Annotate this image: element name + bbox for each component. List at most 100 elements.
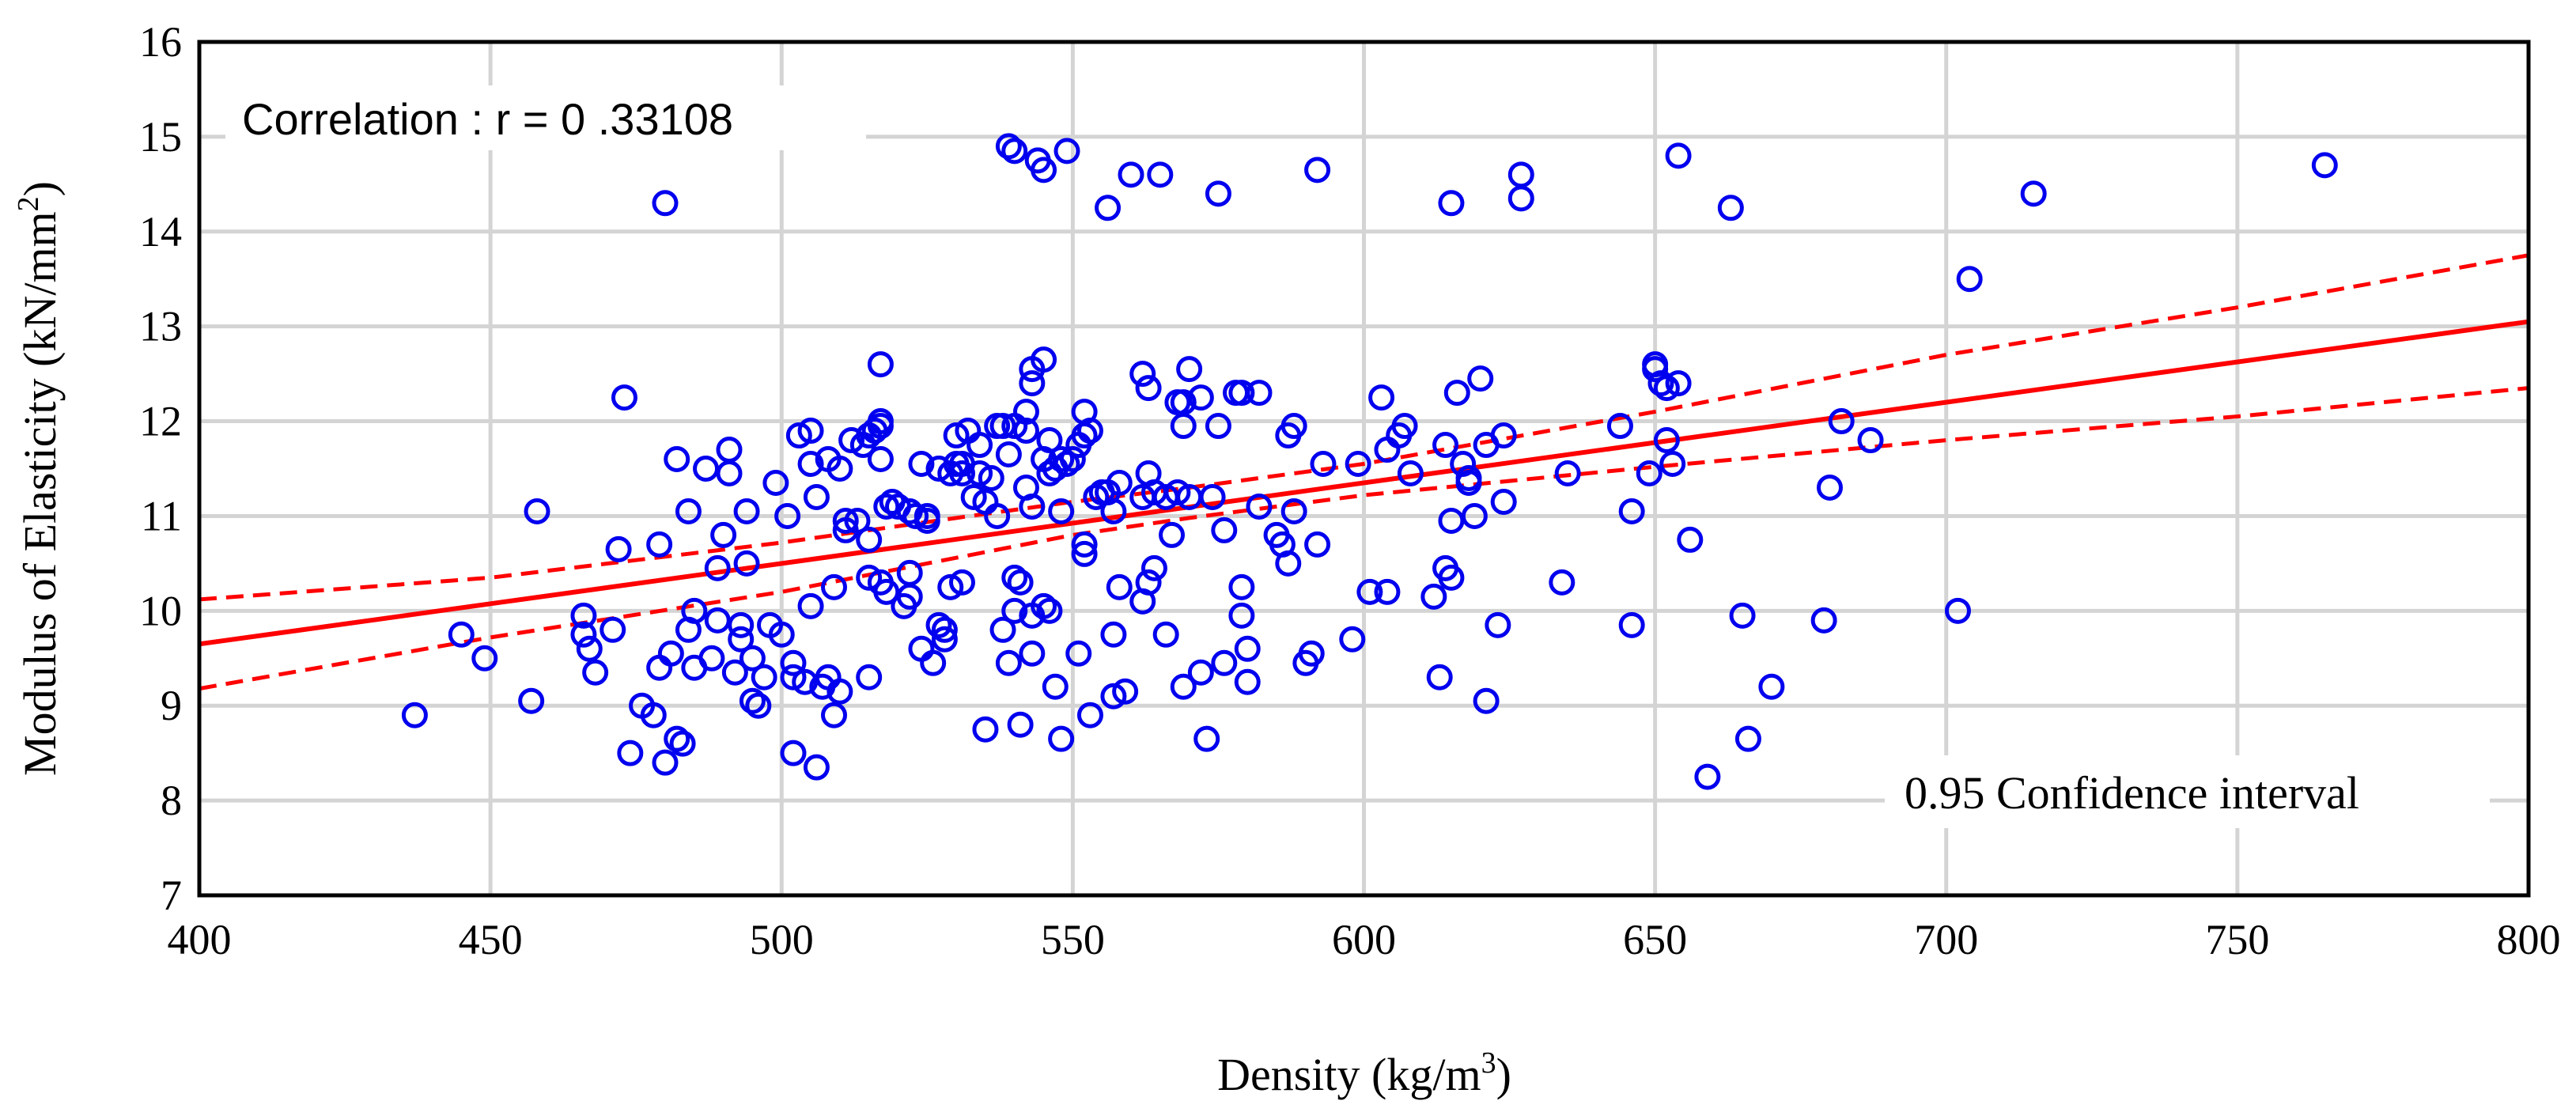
data-point [827, 456, 853, 482]
data-point [1549, 569, 1575, 596]
data-point [821, 702, 848, 728]
data-point [972, 716, 999, 743]
data-point [978, 464, 1004, 491]
data-point [1554, 460, 1581, 486]
data-point [1228, 602, 1255, 629]
data-point [698, 645, 725, 671]
data-point [652, 190, 679, 217]
data-point [1647, 370, 1674, 397]
data-point [844, 507, 871, 534]
data-point [838, 427, 865, 454]
data-point [931, 616, 958, 643]
data-point [966, 432, 993, 459]
data-point [1642, 356, 1669, 383]
x-tick-labels: 400 450 500 550 600 650 700 750 800 [168, 916, 2561, 963]
data-point [617, 740, 644, 766]
data-point [1653, 375, 1680, 402]
data-point [1071, 540, 1098, 567]
data-point [669, 730, 696, 757]
data-point [1187, 659, 1214, 686]
data-point [1083, 483, 1110, 510]
data-point [582, 659, 609, 686]
data-point [1490, 422, 1517, 449]
data-point [664, 725, 690, 752]
data-point [570, 621, 597, 648]
data-point [989, 413, 1016, 440]
data-point [1438, 564, 1465, 591]
data-point [1031, 346, 1057, 373]
data-point [1012, 418, 1039, 445]
data-point [1048, 446, 1075, 473]
data-point [1140, 554, 1167, 581]
data-point [1956, 266, 1983, 293]
data-point [1135, 375, 1162, 402]
data-point [1135, 569, 1162, 596]
data-point [1420, 583, 1447, 610]
data-point [803, 754, 830, 781]
data-point [1100, 683, 1127, 709]
data-point [739, 645, 766, 671]
data-point [785, 422, 812, 449]
data-point [873, 493, 900, 520]
data-point [1228, 380, 1255, 407]
data-point [1071, 531, 1098, 558]
data-point [867, 446, 894, 473]
data-point [873, 578, 900, 605]
y-tick-label: 11 [141, 492, 182, 539]
data-point [657, 640, 684, 667]
data-point [867, 413, 894, 440]
data-point [1734, 725, 1761, 752]
data-point [640, 702, 667, 728]
data-point [856, 564, 883, 591]
data-point [1059, 446, 1086, 473]
y-axis-title: Modulus of Elasticity (kN/mm2) [12, 181, 66, 776]
data-point [1007, 569, 1034, 596]
data-point [1095, 195, 1122, 221]
data-point [1211, 516, 1238, 543]
data-point [867, 351, 894, 378]
data-point [1490, 488, 1517, 515]
data-point [1828, 408, 1855, 435]
data-point [576, 635, 603, 662]
data-point [1857, 427, 1884, 454]
data-point [1339, 626, 1366, 653]
data-point [745, 692, 772, 719]
ci-lower-line [199, 386, 2529, 691]
data-point [1211, 649, 1238, 676]
data-point [1374, 578, 1401, 605]
data-point [1694, 763, 1721, 790]
data-point [1106, 573, 1133, 600]
x-tick-label: 650 [1623, 916, 1687, 963]
data-point [1036, 597, 1063, 624]
x-tick-label: 750 [2205, 916, 2269, 963]
x-tick-label: 800 [2497, 916, 2561, 963]
data-point [821, 573, 848, 600]
data-point [1368, 384, 1395, 411]
data-point [827, 678, 853, 705]
data-point [739, 687, 766, 714]
data-point [1455, 469, 1482, 496]
y-tick-label: 14 [139, 208, 182, 255]
data-point [1129, 361, 1156, 388]
data-point [2020, 180, 2047, 207]
data-point [1304, 531, 1331, 558]
data-point [728, 611, 755, 638]
data-point [1426, 664, 1453, 690]
data-point [518, 687, 545, 714]
x-tick-label: 450 [459, 916, 523, 963]
data-point [2311, 152, 2338, 179]
data-point [1659, 451, 1686, 478]
data-point [605, 535, 632, 562]
data-point [1729, 602, 1756, 629]
data-point [1618, 497, 1645, 524]
data-point [1053, 138, 1080, 165]
data-point [1298, 640, 1325, 667]
data-point [1100, 621, 1127, 648]
data-point [780, 664, 807, 690]
data-point [995, 133, 1022, 160]
confidence-backdrop [1885, 755, 2490, 828]
grid-lines [199, 42, 2529, 895]
data-point [931, 626, 958, 653]
